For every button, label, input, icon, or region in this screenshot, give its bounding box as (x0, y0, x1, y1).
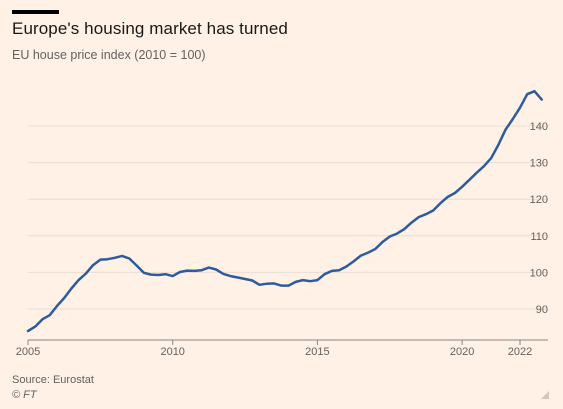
y-tick-label: 130 (530, 158, 548, 170)
series-line-0 (26, 89, 543, 333)
x-tick-label: 2020 (450, 346, 474, 358)
source-note: Source: Eurostat (12, 374, 94, 386)
y-axis-labels: 90 100 110 120 130 140 (530, 121, 548, 316)
series-layer (26, 89, 543, 333)
credit-note: © FT (12, 389, 37, 401)
grid-lines (28, 125, 548, 310)
x-tick-label: 2005 (16, 346, 40, 358)
y-tick-label: 140 (530, 121, 548, 133)
chart-title: Europe's housing market has turned (12, 19, 288, 38)
corner-mark (541, 391, 549, 399)
x-tick-label: 2015 (305, 346, 329, 358)
y-tick-label: 90 (536, 304, 548, 316)
x-axis (27, 339, 548, 345)
x-axis-labels: 2005 2010 2015 2020 2022 (16, 346, 532, 358)
y-tick-label: 100 (530, 267, 548, 279)
y-tick-label: 120 (530, 194, 548, 206)
brand-bar (12, 10, 59, 14)
x-tick-label: 2022 (508, 346, 532, 358)
y-tick-label: 110 (530, 231, 548, 243)
x-tick-label: 2010 (160, 346, 184, 358)
chart-subtitle: EU house price index (2010 = 100) (12, 48, 206, 62)
